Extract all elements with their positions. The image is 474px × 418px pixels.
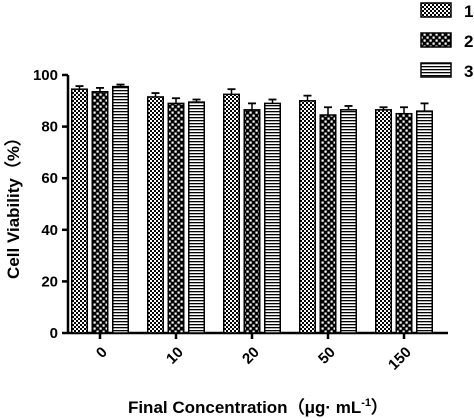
x-tick-label: 150 [385, 344, 415, 374]
bar-series-3-20 [264, 102, 281, 334]
bar-series-3-0 [112, 85, 129, 334]
y-tick-label: 100 [33, 67, 58, 84]
x-axis-label-superscript: -1 [361, 397, 371, 409]
bar-series-3-150 [416, 110, 433, 334]
x-axis-label-main: Final Concentration（μg· mL [128, 397, 361, 417]
error-bars [75, 83, 429, 115]
legend-swatch-2 [420, 32, 452, 48]
y-tick-label: 40 [41, 222, 58, 239]
bar-series-2-150 [395, 112, 413, 334]
x-axis-label-close: ） [371, 397, 388, 417]
bar-series-2-20 [243, 109, 261, 334]
y-tick-label: 20 [41, 273, 58, 290]
legend-label-1: 1 [464, 2, 473, 21]
y-tick-label: 0 [50, 325, 58, 342]
y-tick-label: 80 [41, 119, 58, 136]
bar-series-1-150 [375, 109, 392, 334]
legend: 1 2 3 [420, 2, 473, 81]
bar-series-1-20 [223, 93, 240, 334]
legend-label-3: 3 [464, 62, 473, 81]
bar-series-2-50 [319, 114, 337, 334]
bar-series-1-50 [299, 100, 316, 334]
x-tick-label: 10 [163, 344, 187, 368]
bar-series-3-10 [188, 101, 205, 334]
legend-swatch-3 [420, 62, 452, 78]
x-tick-label: 20 [239, 344, 263, 368]
x-ticks: 0 10 20 50 150 [93, 333, 415, 374]
bar-series-3-50 [340, 109, 357, 334]
x-tick-label: 0 [93, 344, 111, 362]
bars [71, 85, 433, 334]
bar-series-2-10 [167, 102, 185, 334]
x-axis-label: Final Concentration（μg· mL-1） [128, 397, 388, 417]
bar-series-2-0 [91, 91, 109, 334]
legend-swatch-1 [420, 2, 452, 18]
y-axis-label: Cell Viability（%） [3, 129, 23, 279]
bar-series-1-0 [71, 88, 88, 334]
y-tick-label: 60 [41, 170, 58, 187]
y-ticks: 0 20 40 60 80 100 [33, 67, 68, 342]
x-tick-label: 50 [315, 344, 339, 368]
bar-series-1-10 [147, 96, 164, 334]
legend-label-2: 2 [464, 32, 473, 51]
